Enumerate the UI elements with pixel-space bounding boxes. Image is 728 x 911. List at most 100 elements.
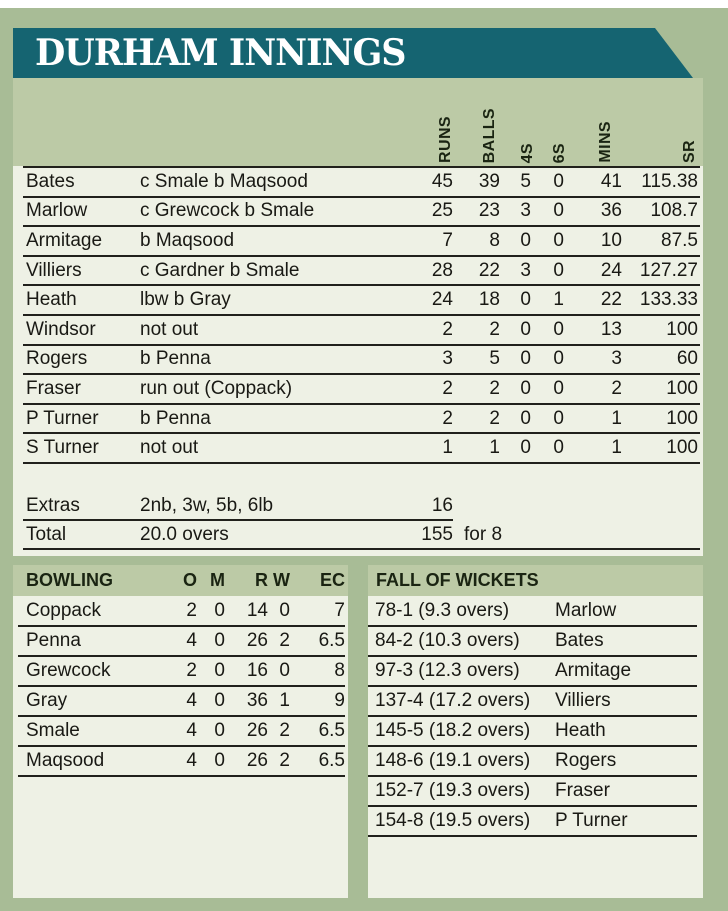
- runs: 25: [431, 200, 453, 222]
- batting-header-panel: RUNS BALLS 4S 6S MINS SR: [13, 78, 703, 166]
- wicket-score: 154-8 (19.5 overs): [375, 810, 531, 831]
- bowling-row: Gray 4 0 36 1 9: [18, 687, 345, 717]
- batsman-name: Armitage: [26, 229, 103, 251]
- fours: 0: [520, 318, 531, 340]
- batting-row: Windsor not out 2 2 0 0 13 100: [23, 316, 700, 346]
- balls: 2: [489, 377, 500, 399]
- balls: 23: [478, 200, 500, 222]
- batsman-name: Marlow: [26, 200, 88, 222]
- strike-rate: 100: [666, 318, 698, 340]
- fours: 0: [520, 407, 531, 429]
- balls: 5: [489, 348, 500, 370]
- maidens: 0: [214, 660, 225, 681]
- dismissal: c Gardner b Smale: [140, 259, 300, 281]
- batsman-name: Bates: [26, 170, 75, 192]
- bowler-name: Gray: [26, 690, 68, 711]
- dismissed-batsman: Bates: [555, 630, 604, 651]
- mins: 10: [600, 229, 622, 251]
- column-header-maidens: M: [210, 570, 225, 590]
- extras-detail: 2nb, 3w, 5b, 6lb: [140, 494, 274, 516]
- overs: 4: [186, 630, 197, 651]
- sixes: 0: [553, 407, 564, 429]
- fall-of-wickets-row: 78-1 (9.3 overs) Marlow: [368, 597, 697, 627]
- column-header-balls: BALLS: [481, 107, 498, 163]
- extras-row: Extras 2nb, 3w, 5b, 6lb 16: [23, 492, 453, 521]
- bowler-name: Coppack: [26, 600, 101, 621]
- wicket-score: 148-6 (19.1 overs): [375, 750, 531, 771]
- balls: 2: [489, 407, 500, 429]
- batsman-name: S Turner: [26, 437, 99, 459]
- extras-label: Extras: [26, 494, 80, 516]
- bowling-row: Penna 4 0 26 2 6.5: [18, 627, 345, 657]
- sixes: 0: [553, 170, 564, 192]
- batting-row: Rogers b Penna 3 5 0 0 3 60: [23, 346, 700, 376]
- dismissed-batsman: Armitage: [555, 660, 632, 681]
- economy: 7: [334, 600, 345, 621]
- runs-conceded: 36: [246, 690, 268, 711]
- runs: 1: [442, 437, 453, 459]
- runs: 24: [431, 289, 453, 311]
- total-row: Total 20.0 overs 155 for 8: [23, 521, 700, 550]
- total-label: Total: [26, 523, 67, 545]
- fall-of-wickets-table: 78-1 (9.3 overs) Marlow 84-2 (10.3 overs…: [368, 597, 697, 837]
- overs: 2: [186, 660, 197, 681]
- maidens: 0: [214, 630, 225, 651]
- total-overs: 20.0 overs: [140, 523, 229, 545]
- fall-of-wickets-row: 97-3 (12.3 overs) Armitage: [368, 657, 697, 687]
- dismissal: not out: [140, 437, 199, 459]
- fours: 0: [520, 229, 531, 251]
- bowling-row: Coppack 2 0 14 0 7: [18, 597, 345, 627]
- fall-of-wickets-row: 148-6 (19.1 overs) Rogers: [368, 747, 697, 777]
- column-header-runs-conceded: R: [255, 570, 268, 590]
- batsman-name: Villiers: [26, 259, 82, 281]
- dismissed-batsman: Marlow: [555, 600, 617, 621]
- mins: 13: [600, 318, 622, 340]
- fall-of-wickets-row: 152-7 (19.3 overs) Fraser: [368, 777, 697, 807]
- bowler-name: Grewcock: [26, 660, 111, 681]
- dismissed-batsman: Fraser: [555, 780, 610, 801]
- column-header-mins: MINS: [597, 121, 614, 163]
- sixes: 0: [553, 377, 564, 399]
- batsman-name: Windsor: [26, 318, 96, 340]
- wicket-score: 137-4 (17.2 overs): [375, 690, 531, 711]
- mins: 2: [611, 377, 622, 399]
- balls: 18: [478, 289, 500, 311]
- balls: 39: [478, 170, 500, 192]
- runs-conceded: 26: [246, 720, 268, 741]
- batting-row: Fraser run out (Coppack) 2 2 0 0 2 100: [23, 375, 700, 405]
- batting-row: Villiers c Gardner b Smale 28 22 3 0 24 …: [23, 257, 700, 287]
- mins: 1: [611, 407, 622, 429]
- economy: 9: [334, 690, 345, 711]
- sixes: 0: [553, 200, 564, 222]
- mins: 36: [600, 200, 622, 222]
- runs: 2: [442, 318, 453, 340]
- bowler-name: Penna: [26, 630, 81, 651]
- total-runs: 155: [421, 523, 453, 545]
- mins: 22: [600, 289, 622, 311]
- fours: 0: [520, 377, 531, 399]
- batting-row: Bates c Smale b Maqsood 45 39 5 0 41 115…: [23, 168, 700, 198]
- wicket-score: 97-3 (12.3 overs): [375, 660, 520, 681]
- sixes: 0: [553, 259, 564, 281]
- dismissed-batsman: Heath: [555, 720, 606, 741]
- fall-of-wickets-row: 145-5 (18.2 overs) Heath: [368, 717, 697, 747]
- runs-conceded: 14: [246, 600, 268, 621]
- batsman-name: Fraser: [26, 377, 81, 399]
- sixes: 1: [553, 289, 564, 311]
- dismissal: not out: [140, 318, 199, 340]
- fours: 3: [520, 200, 531, 222]
- dismissed-batsman: P Turner: [555, 810, 628, 831]
- runs: 7: [442, 229, 453, 251]
- batting-table: Bates c Smale b Maqsood 45 39 5 0 41 115…: [23, 166, 700, 464]
- wicket-score: 78-1 (9.3 overs): [375, 600, 510, 621]
- batsman-name: Heath: [26, 289, 77, 311]
- bowler-name: Smale: [26, 720, 80, 741]
- mins: 24: [600, 259, 622, 281]
- balls: 2: [489, 318, 500, 340]
- fall-of-wickets-header-band: FALL OF WICKETS: [368, 565, 703, 596]
- fours: 3: [520, 259, 531, 281]
- sixes: 0: [553, 437, 564, 459]
- wicket-score: 84-2 (10.3 overs): [375, 630, 520, 651]
- mins: 41: [600, 170, 622, 192]
- title-banner: DURHAM INNINGS: [13, 28, 693, 78]
